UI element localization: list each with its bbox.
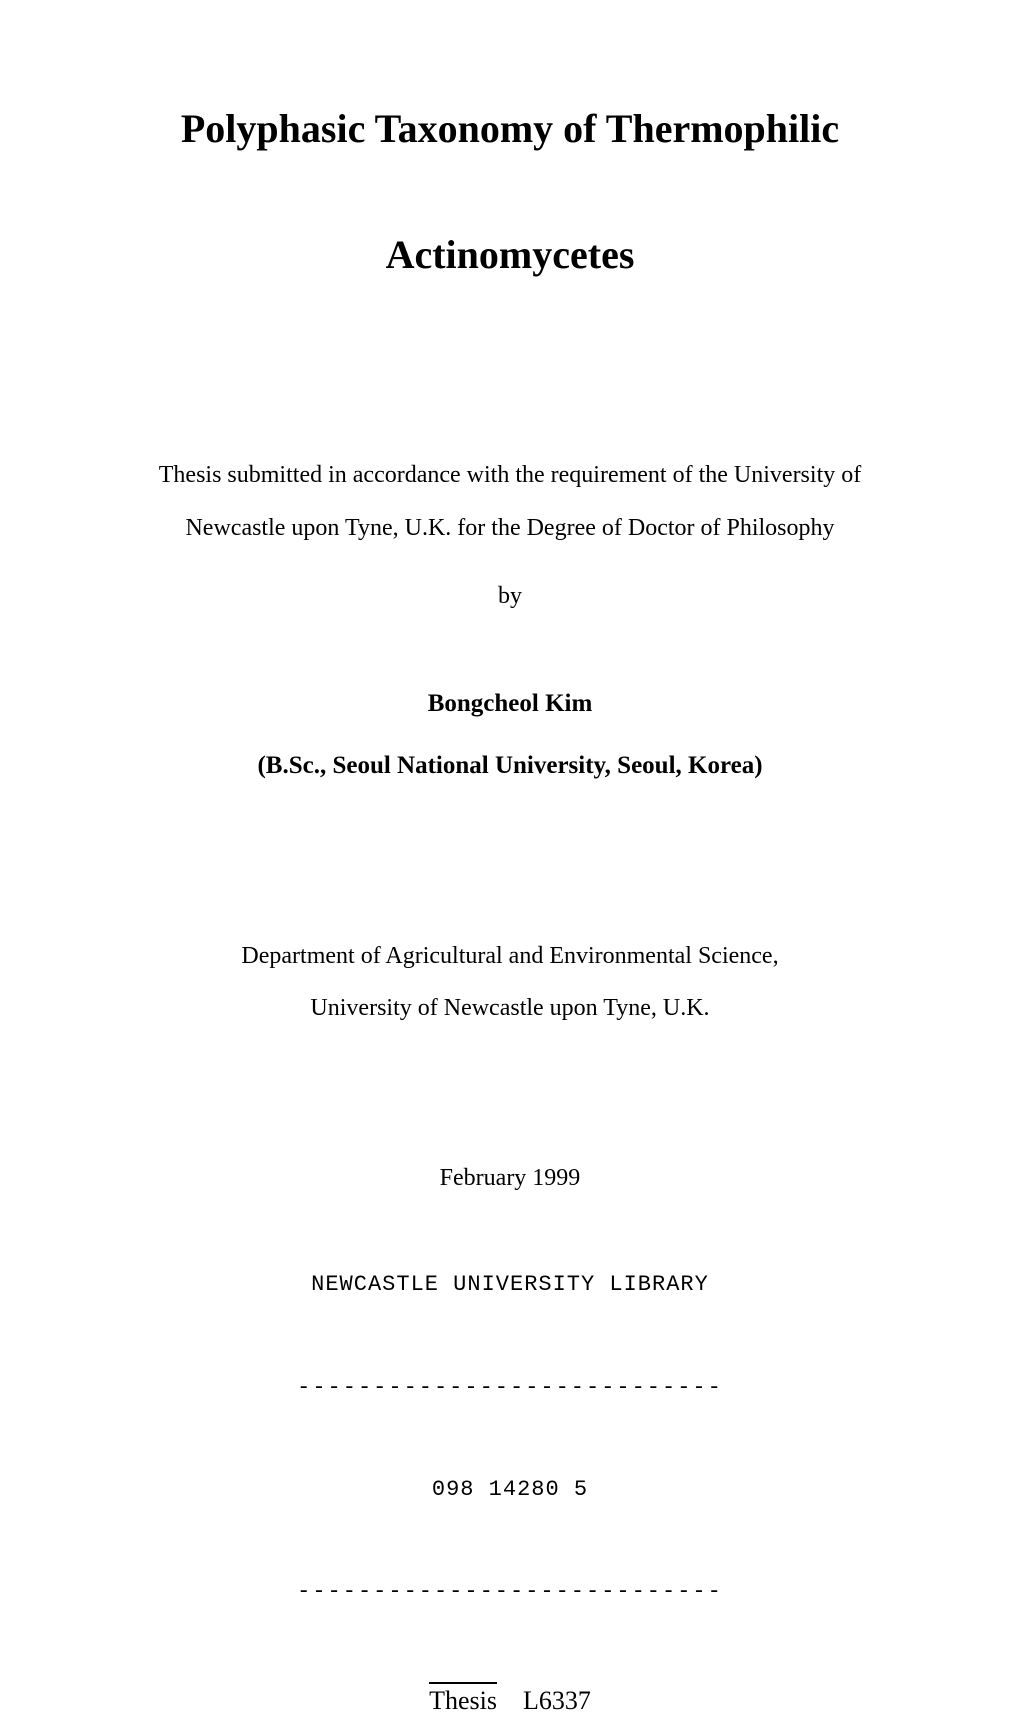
gap-after-credentials [110,780,910,930]
department-line-2: University of Newcastle upon Tyne, U.K. [110,982,910,1035]
stamp-line-1: NEWCASTLE UNIVERSITY LIBRARY [110,1268,910,1302]
stamp-accession-number: 098 14280 5 [110,1473,910,1507]
shelfmark-code: L6337 [523,1686,591,1715]
stamp-dashes-1: ---------------------------- [110,1371,910,1405]
title-gap [110,153,910,231]
submission-date: February 1999 [110,1165,910,1192]
thesis-title-page: Polyphasic Taxonomy of Thermophilic Acti… [0,0,1020,1486]
shelfmark: Thesis L6337 [110,1682,910,1716]
submission-line-1: Thesis submitted in accordance with the … [110,449,910,502]
title-line-2: Actinomycetes [110,231,910,279]
gap-after-by [110,610,910,690]
submission-statement: Thesis submitted in accordance with the … [110,449,910,555]
department-block: Department of Agricultural and Environme… [110,930,910,1036]
gap-after-date [110,1192,910,1200]
library-stamp: NEWCASTLE UNIVERSITY LIBRARY -----------… [110,1200,910,1677]
shelfmark-prefix: Thesis [429,1682,497,1716]
title-line-1: Polyphasic Taxonomy of Thermophilic [110,105,910,153]
author-name: Bongcheol Kim [110,690,910,718]
gap-after-submission [110,555,910,583]
author-credentials: (B.Sc., Seoul National University, Seoul… [110,752,910,780]
department-line-1: Department of Agricultural and Environme… [110,930,910,983]
gap-after-author-name [110,718,910,752]
gap-after-title [110,279,910,449]
stamp-dashes-2: ---------------------------- [110,1575,910,1609]
gap-after-department [110,1035,910,1165]
submission-line-2: Newcastle upon Tyne, U.K. for the Degree… [110,502,910,555]
by-line: by [110,583,910,610]
